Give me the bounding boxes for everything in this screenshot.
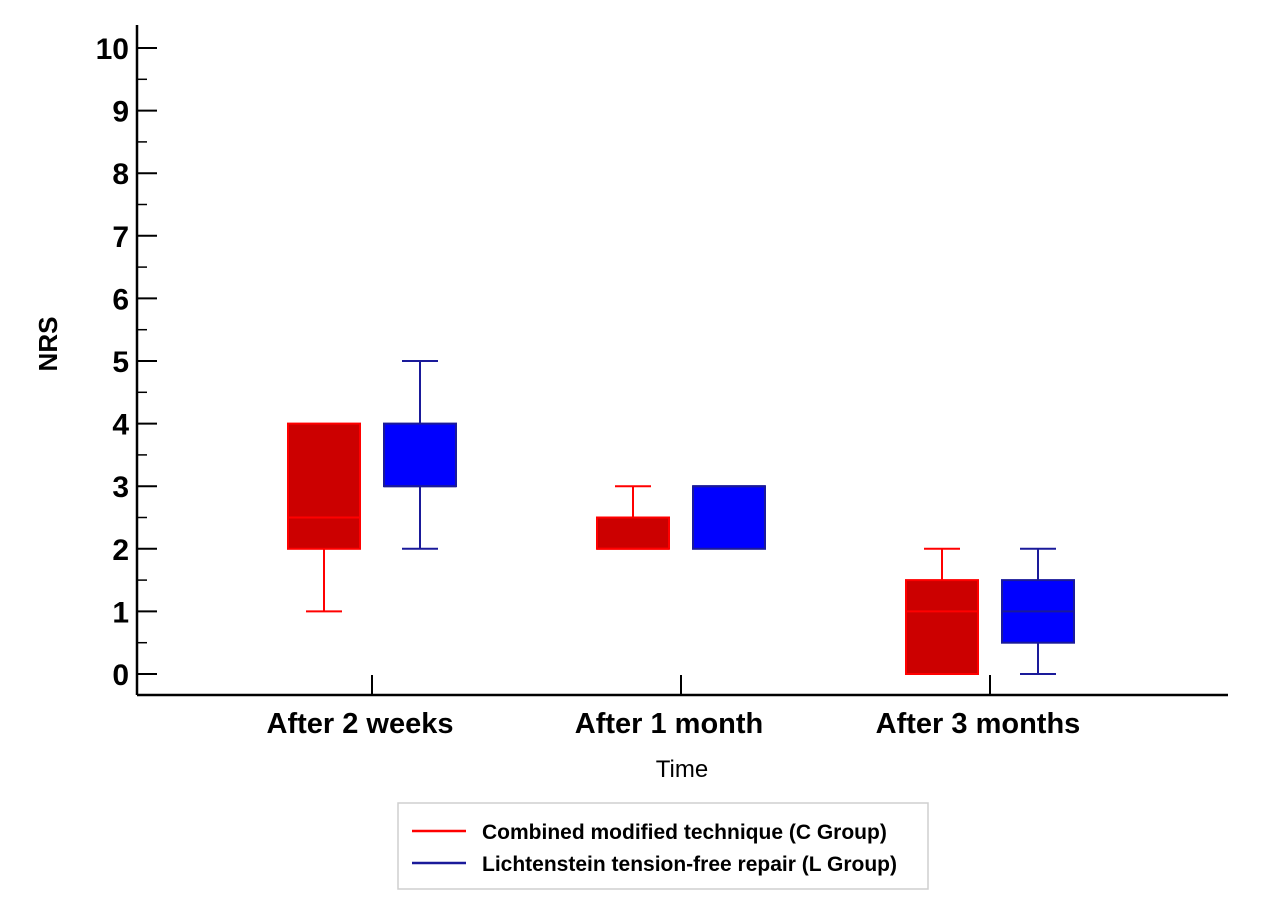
legend-box <box>397 802 929 890</box>
x-axis-title: Time <box>656 756 708 783</box>
y-tick-label: 7 <box>112 221 129 254</box>
box-iqr <box>287 422 361 550</box>
y-ticks: 0 1 2 3 4 5 6 7 8 9 10 <box>96 33 157 692</box>
box-iqr <box>905 579 979 675</box>
y-tick-label: 5 <box>112 346 129 379</box>
x-ticks: After 2 weeks After 1 month After 3 months <box>267 675 1081 740</box>
y-tick-label: 0 <box>112 659 129 692</box>
legend-label-c-group: Combined modified technique (C Group) <box>482 821 887 844</box>
box-iqr <box>596 516 670 550</box>
boxes <box>287 360 1075 675</box>
y-tick-label: 6 <box>112 283 129 316</box>
box-l-group-1 <box>692 485 766 550</box>
y-tick-label: 3 <box>112 471 129 504</box>
x-tick-label: After 3 months <box>876 708 1081 740</box>
y-tick-label: 9 <box>112 96 129 129</box>
x-tick-label: After 1 month <box>575 708 764 740</box>
box-iqr <box>383 422 457 488</box>
y-tick-label: 2 <box>112 534 129 567</box>
box-c-group-1 <box>596 485 670 550</box>
legend: Combined modified technique (C Group) Li… <box>397 802 929 890</box>
y-axis-title: NRS <box>33 317 63 372</box>
y-tick-label: 10 <box>96 33 129 66</box>
box-l-group-0 <box>383 360 457 550</box>
x-tick-label: After 2 weeks <box>267 708 454 740</box>
y-tick-label: 8 <box>112 158 129 191</box>
legend-label-l-group: Lichtenstein tension-free repair (L Grou… <box>482 853 897 876</box>
y-tick-label: 4 <box>112 409 129 442</box>
y-tick-label: 1 <box>112 596 129 629</box>
box-c-group-2 <box>905 547 979 675</box>
box-l-group-2 <box>1001 547 1075 675</box>
box-c-group-0 <box>287 422 361 613</box>
box-iqr <box>692 485 766 550</box>
